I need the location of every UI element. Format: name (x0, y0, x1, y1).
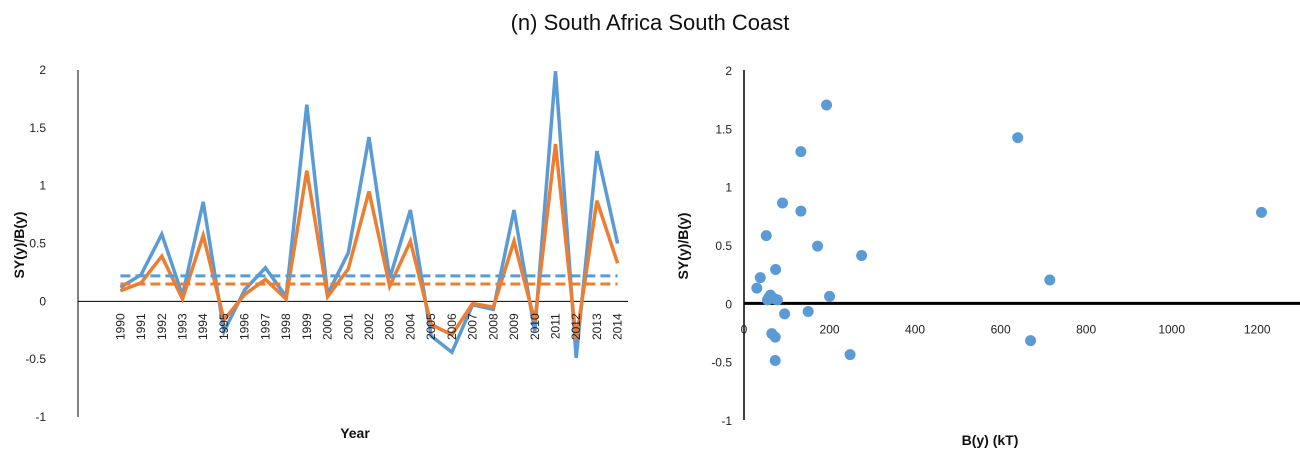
x-tick-label: 1992 (155, 313, 169, 340)
x-tick-label: 1995 (217, 313, 231, 340)
x-tick-label: 1000 (1158, 322, 1185, 336)
figure-title: (n) South Africa South Coast (510, 10, 790, 35)
data-point (844, 349, 856, 361)
y-tick-label: 0.5 (29, 237, 46, 251)
data-point (771, 294, 783, 306)
y-tick-label: 0.5 (715, 239, 732, 253)
data-point (769, 331, 781, 343)
data-point (802, 306, 814, 317)
data-point (795, 205, 807, 217)
y-tick-label: 2 (39, 63, 46, 77)
x-tick-label: 1990 (113, 313, 127, 340)
y-tick-label: 1 (725, 181, 732, 195)
x-tick-label: 2013 (590, 313, 604, 340)
x-axis-title: Year (340, 425, 370, 441)
data-point (770, 264, 782, 275)
data-point (776, 197, 788, 209)
y-tick-label: -0.5 (711, 356, 732, 370)
y-tick-label: 1 (39, 179, 46, 193)
x-tick-label: 1997 (258, 313, 272, 340)
x-tick-label: 2007 (466, 313, 480, 340)
x-tick-label: 800 (1076, 322, 1096, 336)
x-tick-label: 1996 (238, 313, 252, 340)
x-tick-label: 2012 (569, 313, 583, 340)
data-point (769, 355, 781, 366)
y-axis-title: SY(y)/B(y) (675, 213, 691, 280)
y-tick-label: 2 (725, 64, 732, 78)
y-tick-label: -1 (721, 414, 732, 428)
x-tick-label: 2000 (321, 313, 335, 340)
data-point (1025, 335, 1037, 347)
x-tick-label: 2014 (611, 313, 625, 340)
scatter-chart: -1 -0.5 0 0.5 1 1.5 2 0 200 400 600 800 1000 1200 B(y)… (675, 64, 1300, 448)
data-point (760, 230, 772, 242)
x-tick-label: 600 (991, 322, 1011, 336)
y-tick-label: 1.5 (29, 121, 46, 135)
data-point (779, 308, 791, 320)
x-tick-label: 400 (905, 322, 925, 336)
x-tick-label: 1998 (279, 313, 293, 340)
y-tick-label: 1.5 (715, 122, 732, 136)
y-tick-label: 0 (39, 294, 46, 308)
x-tick-label: 2002 (362, 313, 376, 340)
x-tick-label: 1993 (176, 313, 190, 340)
x-axis-title: B(y) (kT) (962, 432, 1019, 448)
series-line-2 (119, 143, 620, 340)
data-point (1044, 274, 1056, 286)
x-tick-label: 200 (820, 322, 840, 336)
x-tick-label: 1200 (1244, 322, 1271, 336)
data-point (1256, 206, 1268, 218)
data-point (754, 272, 766, 284)
data-point (1012, 132, 1024, 144)
x-tick-label: 2001 (341, 313, 355, 340)
line-chart: -1 -0.5 0 0.5 1 1.5 2 1990 1991 1992 1993 1994 1995 1… (11, 63, 628, 441)
x-tick-label: 2005 (424, 313, 438, 340)
y-tick-label: 0 (725, 297, 732, 311)
data-point (856, 250, 868, 261)
x-tick-label: 1991 (134, 313, 148, 340)
x-tick-label: 1999 (300, 313, 314, 340)
series-line-1 (119, 71, 620, 359)
x-tick-label: 1994 (196, 313, 210, 340)
x-tick-label: 2004 (403, 313, 417, 340)
data-point (812, 240, 824, 252)
y-axis-title: SY(y)/B(y) (11, 212, 27, 279)
x-tick-label: 2008 (486, 313, 500, 340)
data-point (824, 290, 836, 302)
data-point (795, 146, 807, 158)
data-point (751, 282, 763, 294)
y-tick-label: -0.5 (25, 352, 46, 366)
x-tick-label: 2011 (548, 313, 562, 339)
x-tick-label: 2003 (383, 313, 397, 340)
x-tick-label: 0 (741, 322, 748, 336)
data-point (821, 99, 833, 111)
x-tick-label: 2006 (445, 313, 459, 340)
x-tick-label: 2010 (528, 313, 542, 340)
x-tick-label: 2009 (507, 313, 521, 340)
y-tick-label: -1 (35, 410, 46, 424)
